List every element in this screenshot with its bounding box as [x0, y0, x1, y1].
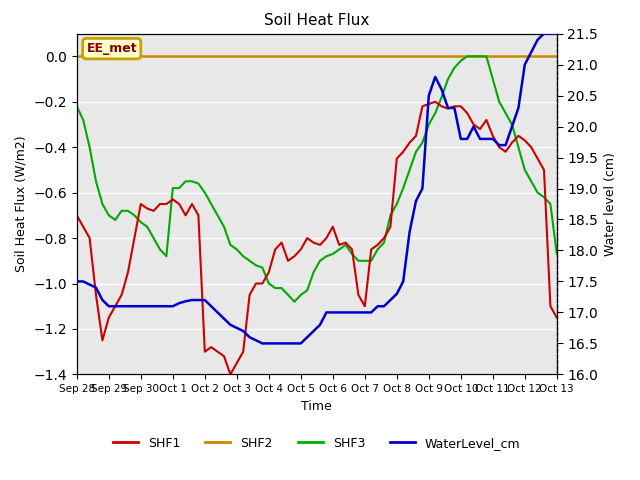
Title: Soil Heat Flux: Soil Heat Flux: [264, 13, 369, 28]
X-axis label: Time: Time: [301, 400, 332, 413]
Text: EE_met: EE_met: [86, 42, 137, 55]
Y-axis label: Water level (cm): Water level (cm): [604, 152, 617, 256]
Legend: SHF1, SHF2, SHF3, WaterLevel_cm: SHF1, SHF2, SHF3, WaterLevel_cm: [108, 432, 525, 455]
Y-axis label: Soil Heat Flux (W/m2): Soil Heat Flux (W/m2): [15, 136, 28, 272]
